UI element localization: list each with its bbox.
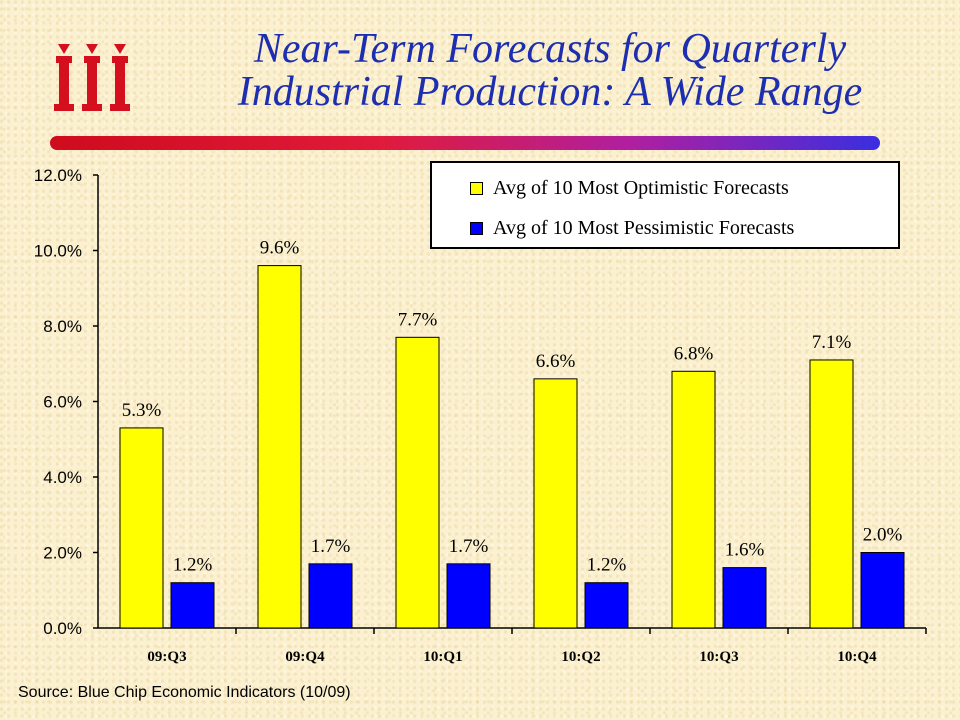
- x-tick-label: 09:Q3: [147, 649, 186, 665]
- bar-optimistic: [257, 265, 302, 629]
- bar-pessimistic: [446, 563, 491, 629]
- y-tick-label: 8.0%: [43, 317, 82, 336]
- x-tick-label: 10:Q4: [837, 649, 877, 665]
- data-label: 7.1%: [812, 332, 852, 353]
- x-tick-label: 10:Q2: [561, 649, 600, 665]
- data-label: 6.6%: [536, 351, 576, 372]
- x-tick-label: 09:Q4: [285, 649, 325, 665]
- y-tick-label: 0.0%: [43, 619, 82, 638]
- bar-pessimistic: [308, 563, 353, 629]
- y-tick-label: 10.0%: [34, 242, 82, 261]
- bar-optimistic: [395, 336, 440, 629]
- legend-swatch-optimistic: [470, 182, 483, 195]
- legend-item-pessimistic: Avg of 10 Most Pessimistic Forecasts: [470, 217, 794, 240]
- legend-label-optimistic: Avg of 10 Most Optimistic Forecasts: [493, 177, 789, 199]
- bar-optimistic: [119, 427, 164, 629]
- data-label: 1.2%: [587, 555, 627, 576]
- bar-optimistic: [671, 370, 716, 629]
- y-tick-label: 2.0%: [43, 544, 82, 563]
- legend-swatch-pessimistic: [470, 222, 483, 235]
- iii-logo-icon: [54, 44, 130, 111]
- bar-pessimistic: [722, 567, 767, 629]
- bar-optimistic: [809, 359, 854, 629]
- y-tick-label: 4.0%: [43, 468, 82, 487]
- data-label: 1.7%: [449, 536, 489, 557]
- title-divider: [50, 136, 880, 150]
- bar-optimistic: [533, 378, 578, 629]
- title-line-1: Near-Term Forecasts for Quarterly: [253, 26, 847, 72]
- data-label: 1.7%: [311, 536, 351, 557]
- data-label: 1.6%: [725, 540, 765, 561]
- page-title: Near-Term Forecasts for Quarterly Indust…: [170, 28, 930, 114]
- data-label: 1.2%: [173, 555, 213, 576]
- bar-pessimistic: [170, 582, 215, 629]
- x-tick-label: 10:Q1: [423, 649, 462, 665]
- legend-item-optimistic: Avg of 10 Most Optimistic Forecasts: [470, 177, 789, 200]
- data-label: 2.0%: [863, 525, 903, 546]
- bar-pessimistic: [584, 582, 629, 629]
- source-note: Source: Blue Chip Economic Indicators (1…: [18, 684, 351, 701]
- legend-label-pessimistic: Avg of 10 Most Pessimistic Forecasts: [493, 217, 795, 239]
- data-label: 6.8%: [674, 343, 714, 364]
- data-label: 5.3%: [122, 400, 162, 421]
- x-tick-label: 10:Q3: [699, 649, 738, 665]
- data-label: 7.7%: [398, 309, 438, 330]
- chart-legend: Avg of 10 Most Optimistic Forecasts Avg …: [430, 161, 900, 249]
- bar-pessimistic: [860, 552, 905, 629]
- title-line-2: Industrial Production: A Wide Range: [237, 69, 863, 115]
- y-tick-label: 6.0%: [43, 393, 82, 412]
- data-label: 9.6%: [260, 238, 300, 259]
- y-tick-label: 12.0%: [34, 166, 82, 185]
